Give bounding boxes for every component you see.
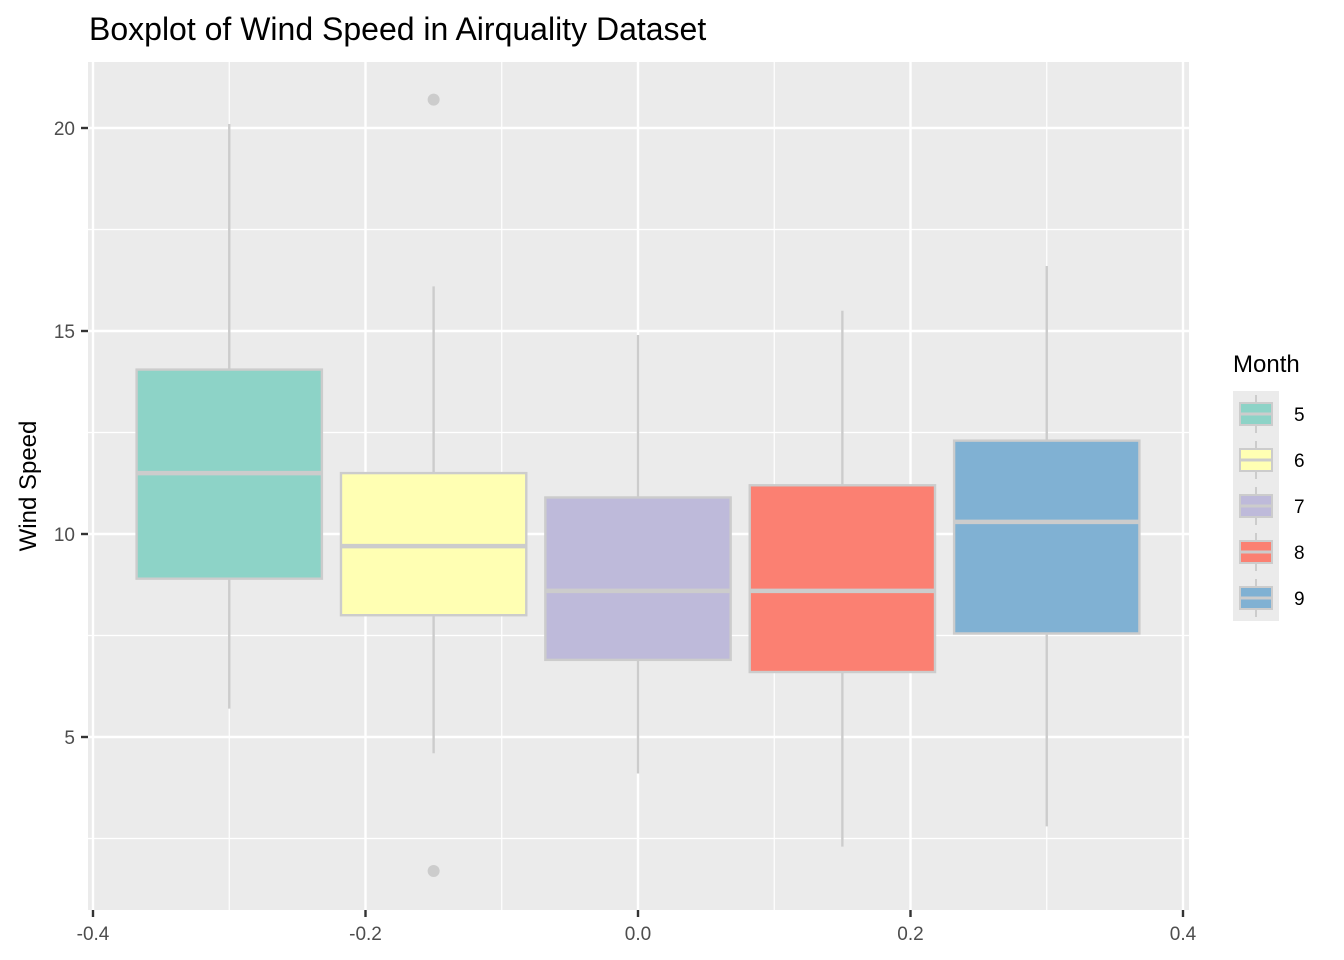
- legend-item-month-9: 9: [1239, 579, 1305, 617]
- box-body: [544, 496, 732, 662]
- x-tick-label: 0.4: [1170, 924, 1197, 945]
- chart-title: Boxplot of Wind Speed in Airquality Data…: [89, 11, 706, 47]
- box-month-7: [544, 335, 732, 774]
- box-month-6: [339, 93, 528, 877]
- y-tick-label: 20: [54, 119, 75, 140]
- y-axis: 5 10 15 20: [54, 119, 88, 749]
- box-body: [748, 484, 937, 674]
- legend-item-month-6: 6: [1239, 441, 1305, 479]
- legend-item-month-8: 8: [1239, 533, 1305, 571]
- box-month-5: [135, 123, 324, 709]
- y-axis-title: Wind Speed: [15, 421, 42, 552]
- box-series: [135, 93, 1141, 877]
- x-tick-label: -0.2: [349, 924, 382, 945]
- y-tick-label: 10: [54, 525, 75, 546]
- outlier-point: [427, 864, 440, 877]
- legend-item-month-5: 5: [1239, 395, 1305, 433]
- box-month-9: [952, 266, 1141, 827]
- box-body: [952, 439, 1141, 635]
- legend-item-month-7: 7: [1239, 487, 1305, 525]
- x-tick-label: 0.0: [625, 924, 651, 945]
- legend-label: 5: [1294, 405, 1305, 426]
- outlier-point: [427, 93, 440, 106]
- legend-label: 7: [1294, 497, 1305, 518]
- legend-label: 6: [1294, 451, 1305, 472]
- legend-title: Month: [1233, 351, 1300, 378]
- legend-label: 8: [1294, 543, 1305, 564]
- legend-label: 9: [1294, 589, 1305, 610]
- y-tick-label: 15: [54, 322, 75, 343]
- y-tick-label: 5: [64, 728, 75, 749]
- legend-items: 5 6 7 8 9: [1239, 395, 1305, 617]
- legend: Month 5 6 7 8 9: [1233, 351, 1305, 621]
- x-axis: -0.4 -0.2 0.0 0.2 0.4: [77, 910, 1197, 945]
- box-month-8: [748, 310, 937, 847]
- x-tick-label: 0.2: [897, 924, 923, 945]
- x-tick-label: -0.4: [77, 924, 110, 945]
